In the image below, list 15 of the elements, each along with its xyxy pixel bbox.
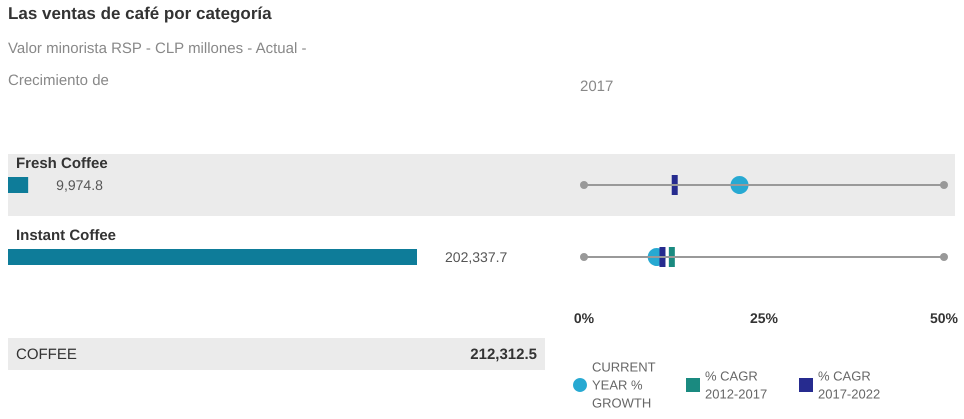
- legend-label: % CAGR 2012-2017: [705, 368, 768, 402]
- legend-label: CURRENT YEAR % GROWTH: [592, 360, 659, 410]
- x-tick-label: 25%: [750, 310, 779, 326]
- data-label: 9,974.8: [56, 177, 104, 193]
- y-tick-label: Instant Coffee: [16, 227, 116, 244]
- chart-title: 2017: [580, 78, 614, 95]
- y-tick-label: Fresh Coffee: [16, 155, 108, 172]
- text: COFFEE: [16, 346, 77, 362]
- chart-title: Las ventas de café por categoría: [8, 4, 272, 24]
- text: 212,312.5: [470, 346, 537, 362]
- legend-label: % CAGR 2017-2022: [818, 368, 880, 402]
- x-tick-label: 0%: [574, 310, 595, 326]
- x-tick-label: 50%: [930, 310, 959, 326]
- data-label: 202,337.7: [445, 249, 508, 265]
- chart-subtitle: Valor minorista RSP - CLP millones - Actual - Crecimiento de: [8, 39, 308, 91]
